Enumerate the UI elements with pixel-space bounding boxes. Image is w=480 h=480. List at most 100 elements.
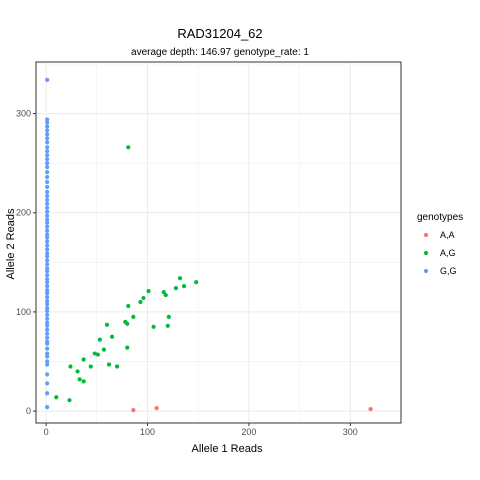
point-ag — [109, 334, 115, 339]
point-ag — [161, 289, 166, 295]
point-gg — [45, 301, 50, 307]
point-gg — [45, 201, 50, 206]
y-axis-title: Allele 2 Reads — [5, 208, 17, 279]
point-gg — [45, 316, 50, 321]
point-gg — [45, 323, 50, 328]
point-gg — [45, 157, 50, 162]
point-ag — [54, 395, 59, 400]
legend-label-aa: A,A — [440, 230, 455, 240]
point-aa — [131, 408, 136, 413]
x-tick-label: 200 — [241, 427, 256, 437]
x-axis-ticks: 0 100 200 300 — [44, 423, 358, 437]
point-gg — [45, 405, 50, 410]
point-ag — [125, 345, 130, 350]
point-gg — [45, 132, 50, 137]
point-gg — [45, 205, 50, 210]
point-ag — [177, 276, 183, 281]
point-ag — [131, 314, 136, 319]
point-gg — [45, 359, 50, 364]
point-gg — [45, 77, 50, 82]
point-gg — [45, 280, 50, 285]
point-ag — [68, 364, 73, 369]
point-ag — [165, 323, 170, 328]
point-ag — [77, 377, 82, 382]
point-ag — [126, 303, 131, 309]
point-gg — [45, 273, 50, 278]
point-ag — [75, 369, 80, 374]
point-gg — [45, 362, 50, 367]
point-gg — [45, 372, 50, 377]
point-gg — [45, 312, 50, 317]
point-gg — [45, 320, 50, 325]
point-gg — [45, 305, 50, 311]
y-tick-label: 300 — [16, 109, 31, 119]
grid-lines — [36, 62, 402, 423]
point-ag — [106, 362, 112, 367]
point-gg — [45, 213, 50, 218]
point-gg — [45, 120, 50, 125]
point-gg — [45, 288, 50, 293]
point-ag — [67, 398, 72, 403]
legend-title: genotypes — [417, 212, 463, 223]
point-aa — [154, 406, 159, 411]
point-ag — [151, 324, 156, 329]
point-gg — [45, 179, 50, 185]
point-ag — [95, 352, 100, 357]
point-gg — [45, 331, 50, 336]
point-gg — [45, 298, 50, 304]
legend-label-ag: A,G — [440, 248, 456, 258]
point-gg — [45, 346, 50, 351]
point-ag — [115, 364, 120, 369]
point-ag — [163, 292, 168, 298]
point-gg — [45, 217, 50, 222]
point-gg — [45, 145, 50, 150]
point-gg — [45, 351, 50, 356]
point-gg — [45, 197, 50, 202]
point-gg — [45, 266, 50, 271]
point-ag — [104, 322, 110, 327]
point-gg — [45, 251, 50, 256]
point-ag — [126, 145, 131, 150]
legend-key-gg — [423, 268, 429, 274]
chart-subtitle: average depth: 146.97 genotype_rate: 1 — [131, 47, 309, 58]
point-gg — [45, 235, 50, 240]
y-axis-ticks: 0 100 200 300 — [16, 109, 36, 416]
point-gg — [45, 117, 50, 122]
point-ag — [138, 299, 143, 305]
point-gg — [45, 169, 50, 175]
legend-items: A,A A,G G,G — [423, 230, 457, 276]
point-gg — [45, 284, 50, 289]
point-gg — [45, 209, 50, 214]
point-ag — [101, 347, 107, 352]
point-gg — [45, 128, 50, 133]
point-gg — [45, 239, 50, 244]
point-gg — [45, 153, 50, 158]
point-gg — [45, 224, 50, 229]
data-points — [45, 77, 373, 413]
point-gg — [45, 189, 50, 195]
point-ag — [173, 286, 179, 291]
point-gg — [45, 381, 50, 386]
point-gg — [45, 124, 50, 129]
point-gg — [45, 220, 50, 225]
y-tick-label: 200 — [16, 208, 31, 218]
legend-key-aa — [423, 232, 429, 238]
y-tick-label: 0 — [26, 406, 31, 416]
legend: genotypes A,A A,G G,G — [417, 212, 463, 276]
point-gg — [45, 258, 50, 263]
legend-label-gg: G,G — [440, 266, 457, 276]
point-gg — [45, 335, 50, 340]
point-gg — [45, 294, 50, 300]
point-ag — [181, 284, 187, 289]
x-tick-label: 0 — [44, 427, 49, 437]
point-gg — [45, 140, 50, 145]
point-gg — [45, 354, 50, 359]
point-gg — [45, 254, 50, 259]
x-axis-title: Allele 1 Reads — [192, 443, 263, 455]
point-ag — [81, 357, 86, 362]
point-gg — [45, 327, 50, 332]
point-gg — [45, 161, 50, 166]
plot-panel-border — [35, 61, 402, 424]
